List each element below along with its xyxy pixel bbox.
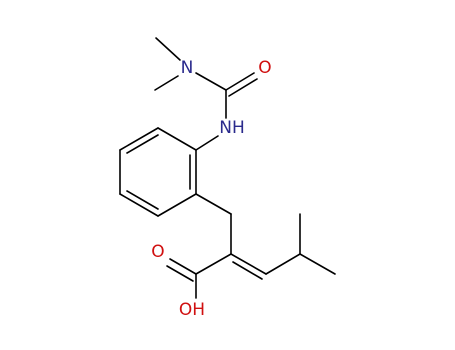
bond [228,78,258,97]
bond [169,258,197,275]
bonds [119,37,336,299]
bond [225,72,255,91]
atom-label: O [151,242,164,262]
bond [195,253,232,275]
atom-label: NH [219,118,245,138]
bond [126,134,159,154]
bond [265,253,301,275]
bond [155,37,181,61]
atom-label: N [181,58,194,78]
bond [119,193,159,217]
atom-label: O [258,58,271,78]
atom-label: OH [179,300,205,320]
bond [119,127,159,151]
bond [157,193,197,217]
bond [195,135,219,151]
bond [154,75,179,91]
bond [195,72,227,91]
bond [195,193,232,215]
bond [232,261,263,280]
bond [299,253,336,275]
bond [157,127,197,151]
bond [126,190,159,210]
bond [230,253,267,275]
bond [166,265,194,282]
